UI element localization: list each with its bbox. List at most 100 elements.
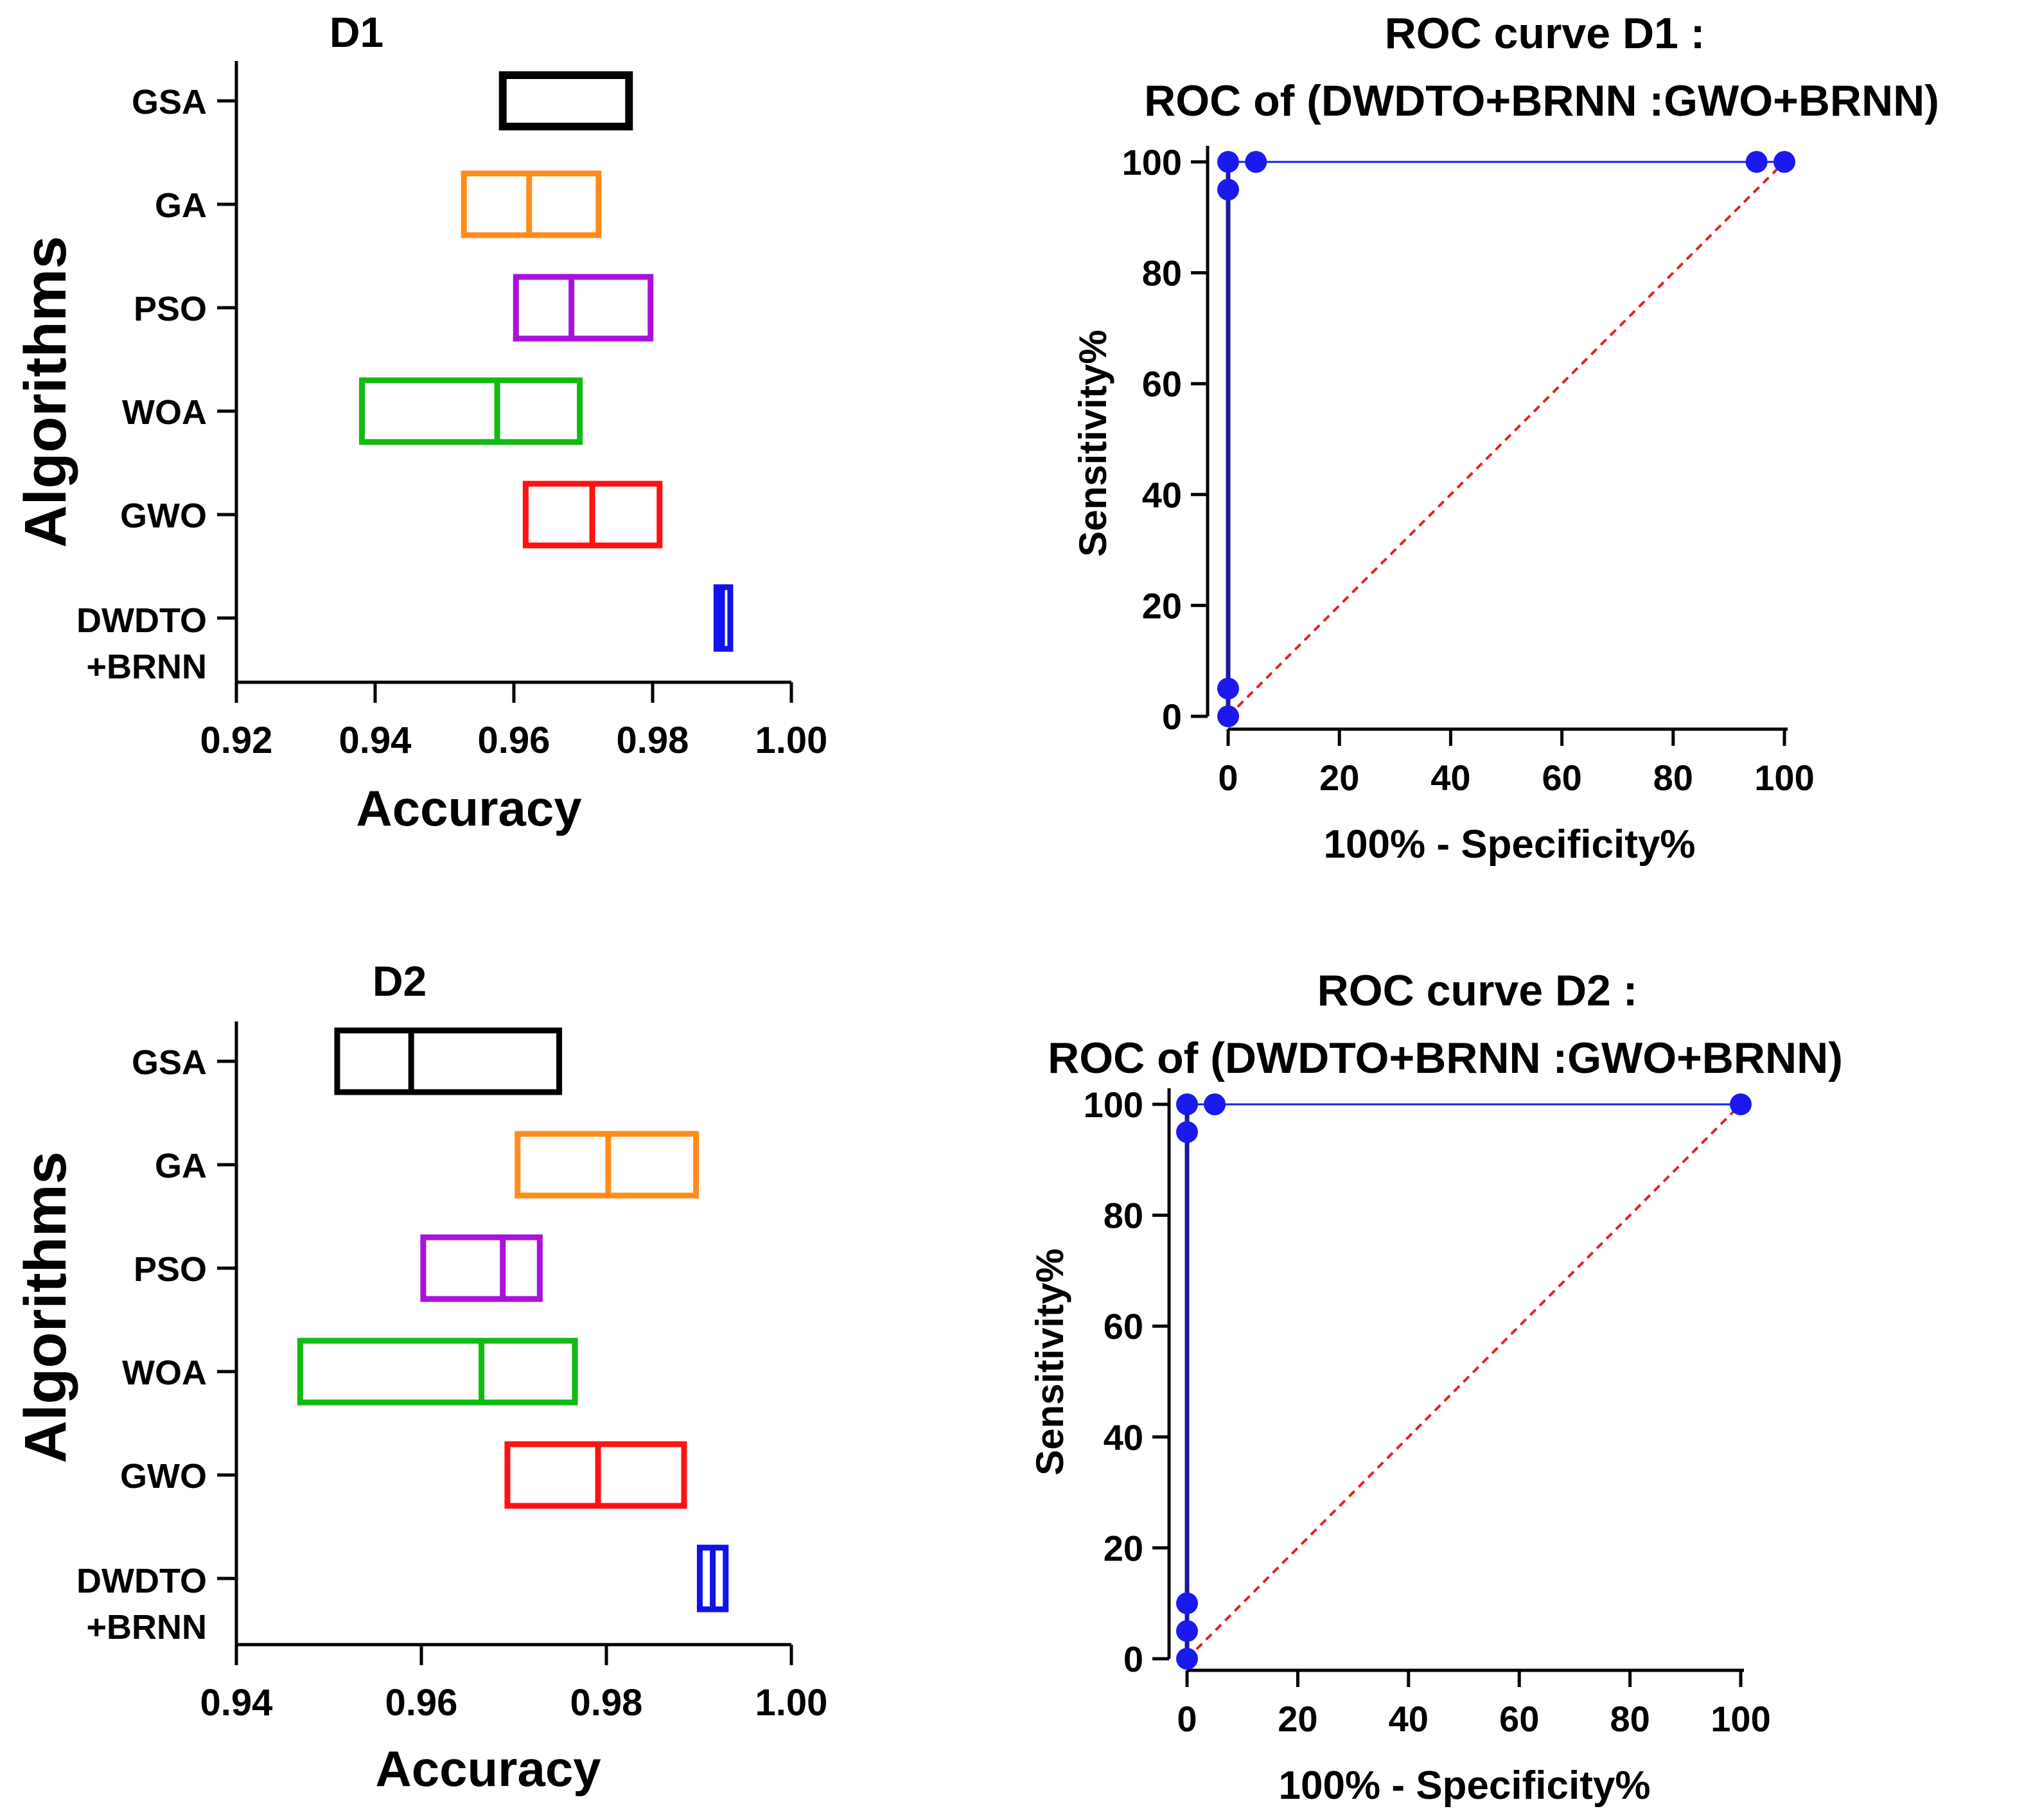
roc-point bbox=[1773, 151, 1795, 173]
x-tick-label: 40 bbox=[1389, 1699, 1429, 1739]
category-label: PSO bbox=[134, 1250, 207, 1289]
chart-title: ROC curve D2 : bbox=[1317, 966, 1638, 1015]
axes bbox=[217, 61, 793, 703]
x-tick-label: 0 bbox=[1218, 757, 1238, 798]
x-tick-label: 60 bbox=[1499, 1699, 1539, 1739]
roc-point bbox=[1176, 1121, 1198, 1144]
panel-roc-d2: ROC curve D2 : ROC of (DWDTO+BRNN :GWO+B… bbox=[1028, 966, 1843, 1808]
x-tick-label: 0.94 bbox=[200, 1682, 273, 1724]
panel-d1-boxplot: D1 Algorithms Accuracy GSA GA PSO WOA GWO DWD… bbox=[13, 8, 827, 836]
x-tick-label: 80 bbox=[1610, 1699, 1650, 1739]
y-tick-label: 20 bbox=[1142, 585, 1182, 626]
y-tick-label: 40 bbox=[1104, 1417, 1143, 1458]
category-label: GWO bbox=[120, 497, 207, 535]
roc-point bbox=[1730, 1093, 1752, 1115]
chart-title: D2 bbox=[373, 957, 427, 1005]
box-pso bbox=[513, 274, 654, 342]
y-tick-label: 40 bbox=[1142, 475, 1182, 515]
box-pso bbox=[420, 1234, 543, 1302]
category-label: GWO bbox=[120, 1457, 207, 1496]
x-tick-label: 0.96 bbox=[385, 1682, 458, 1724]
box-woa bbox=[297, 1338, 578, 1406]
y-tick-label: 0 bbox=[1162, 696, 1182, 737]
roc-point bbox=[1217, 151, 1239, 173]
x-tick-label: 0.98 bbox=[617, 720, 689, 761]
y-axis-label: Sensitivity% bbox=[1071, 330, 1114, 556]
panel-d2-boxplot: D2 Algorithms Accuracy GSA GA PSO WOA GWO DWD… bbox=[13, 957, 827, 1797]
y-tick-label: 20 bbox=[1104, 1528, 1143, 1568]
roc-point bbox=[1245, 151, 1267, 173]
category-label: GSA bbox=[132, 83, 207, 121]
roc-point bbox=[1745, 151, 1768, 173]
box-gsa bbox=[498, 71, 633, 130]
x-tick-label: 1.00 bbox=[755, 720, 828, 761]
category-label: DWDTO bbox=[76, 1562, 207, 1600]
y-tick-label: 60 bbox=[1142, 364, 1182, 404]
roc-point bbox=[1217, 705, 1239, 727]
x-tick-label: 0 bbox=[1177, 1699, 1197, 1739]
category-label: GA bbox=[155, 186, 207, 225]
boxes bbox=[297, 1027, 729, 1612]
reference-line bbox=[1227, 161, 1786, 718]
boxes bbox=[358, 71, 734, 652]
roc-point bbox=[1176, 1093, 1198, 1115]
roc-point bbox=[1217, 179, 1239, 201]
x-tick-label: 60 bbox=[1542, 757, 1581, 798]
category-label: WOA bbox=[122, 393, 207, 432]
y-tick-label: 100 bbox=[1084, 1084, 1143, 1125]
y-tick-label: 0 bbox=[1123, 1639, 1143, 1679]
roc-point bbox=[1176, 1648, 1198, 1670]
tick-labels: 0 20 40 60 80 100 0 20 40 60 80 100 bbox=[1084, 1084, 1771, 1739]
axes bbox=[217, 1021, 793, 1665]
x-axis-label: Accuracy bbox=[356, 780, 581, 836]
x-tick-label: 0.92 bbox=[200, 720, 273, 761]
x-tick-label: 100 bbox=[1711, 1699, 1770, 1739]
x-tick-labels: 0.94 0.96 0.98 1.00 bbox=[200, 1682, 828, 1724]
roc-point bbox=[1176, 1620, 1198, 1642]
axes bbox=[1152, 1088, 1744, 1687]
category-label: DWDTO bbox=[76, 601, 207, 640]
category-label: +BRNN bbox=[86, 1608, 207, 1647]
category-labels: GSA GA PSO WOA GWO DWDTO +BRNN bbox=[76, 1043, 207, 1647]
box-gsa bbox=[334, 1027, 563, 1095]
chart-subtitle: ROC of (DWDTO+BRNN :GWO+BRNN) bbox=[1144, 76, 1939, 125]
x-axis-label: 100% - Specificity% bbox=[1324, 822, 1696, 867]
chart-subtitle: ROC of (DWDTO+BRNN :GWO+BRNN) bbox=[1048, 1034, 1843, 1082]
y-axis-label: Algorithms bbox=[13, 1151, 78, 1463]
plot-area bbox=[1176, 1093, 1752, 1670]
roc-point bbox=[1176, 1592, 1198, 1614]
category-label: GSA bbox=[132, 1043, 207, 1082]
x-tick-label: 0.94 bbox=[339, 720, 412, 761]
roc-point bbox=[1204, 1093, 1226, 1115]
reference-line bbox=[1186, 1103, 1742, 1660]
y-axis-label: Sensitivity% bbox=[1028, 1248, 1071, 1475]
category-label: PSO bbox=[134, 290, 207, 328]
chart-title: ROC curve D1 : bbox=[1385, 9, 1705, 58]
x-tick-label: 1.00 bbox=[755, 1682, 828, 1724]
y-tick-label: 80 bbox=[1142, 253, 1182, 294]
x-tick-label: 100 bbox=[1754, 757, 1814, 798]
y-tick-label: 100 bbox=[1122, 142, 1182, 182]
y-tick-label: 80 bbox=[1104, 1196, 1143, 1236]
x-axis-label: Accuracy bbox=[375, 1740, 601, 1797]
category-labels: GSA GA PSO WOA GWO DWDTO +BRNN bbox=[76, 83, 207, 686]
x-axis-label: 100% - Specificity% bbox=[1279, 1763, 1651, 1808]
category-label: WOA bbox=[122, 1354, 207, 1392]
x-tick-label: 20 bbox=[1278, 1699, 1317, 1739]
x-tick-label: 80 bbox=[1653, 757, 1693, 798]
x-tick-label: 0.98 bbox=[570, 1682, 643, 1724]
roc-point bbox=[1217, 677, 1239, 700]
axes bbox=[1191, 146, 1788, 746]
x-tick-label: 40 bbox=[1430, 757, 1470, 798]
y-axis-label: Algorithms bbox=[13, 236, 78, 548]
category-label: GA bbox=[155, 1147, 207, 1185]
tick-labels: 0 20 40 60 80 100 0 20 40 60 80 100 bbox=[1122, 142, 1815, 798]
x-tick-labels: 0.92 0.94 0.96 0.98 1.00 bbox=[200, 720, 828, 761]
plot-area bbox=[1217, 151, 1795, 727]
y-tick-label: 60 bbox=[1104, 1306, 1143, 1347]
panel-roc-d1: ROC curve D1 : ROC of (DWDTO+BRNN :GWO+B… bbox=[1071, 9, 1939, 867]
x-tick-label: 0.96 bbox=[478, 720, 550, 761]
chart-title: D1 bbox=[330, 8, 383, 56]
box-woa bbox=[358, 377, 583, 445]
